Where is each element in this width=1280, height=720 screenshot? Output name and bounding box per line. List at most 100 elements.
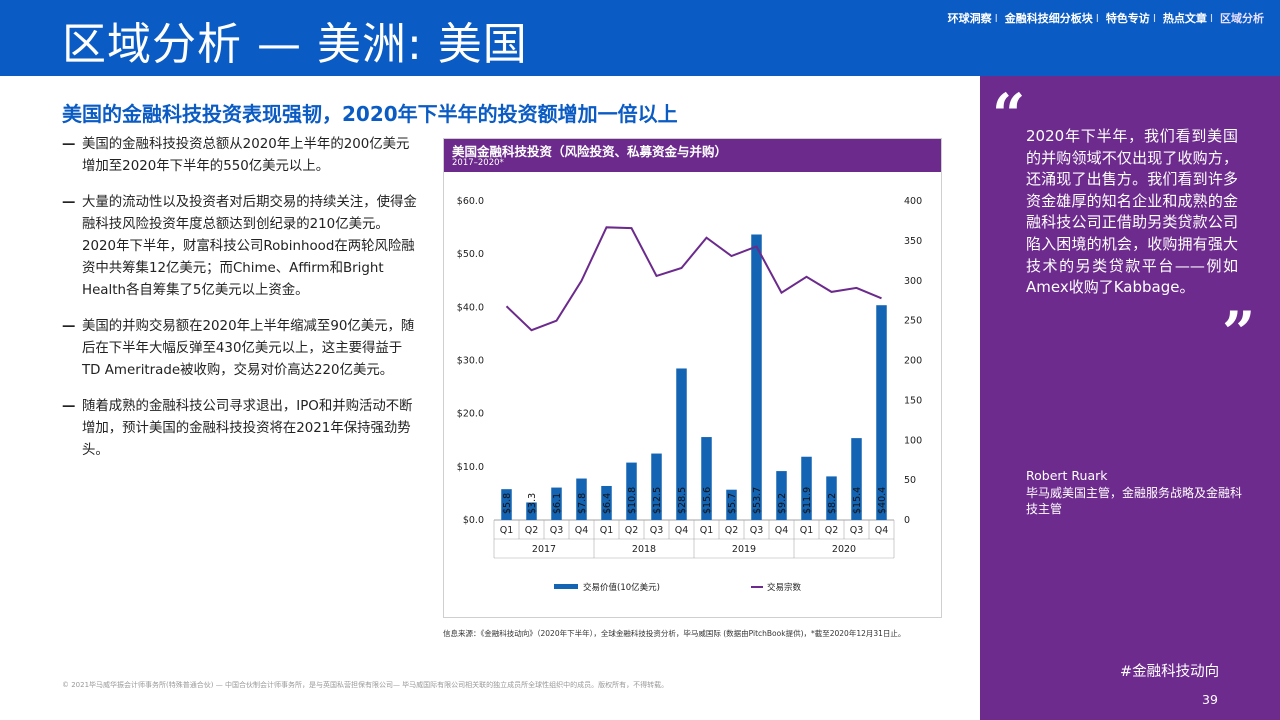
y-right-tick-label: 150 <box>904 395 922 406</box>
bullet-item: — 美国的并购交易额在2020年上半年缩减至90亿美元，随后在下半年大幅反弹至43… <box>62 316 420 382</box>
x-tick-label: Q3 <box>550 525 564 536</box>
bar-data-label: $9.2 <box>777 493 788 514</box>
bar <box>601 485 612 520</box>
y-left-tick-label: $20.0 <box>457 409 484 420</box>
quote-author-role: 毕马威美国主管，金融服务战略及金融科技主管 <box>1026 486 1243 516</box>
bullet-text: 随着成熟的金融科技公司寻求退出，IPO和并购活动不断增加，预计美国的金融科技投资… <box>82 399 413 458</box>
y-right-tick-label: 250 <box>904 316 922 327</box>
nav-item-regional-analysis[interactable]: 区域分析 <box>1220 12 1264 25</box>
bar-data-label: $11.9 <box>802 487 813 514</box>
y-left-tick-label: $0.0 <box>463 515 484 526</box>
x-tick-label: Q3 <box>750 525 764 536</box>
bar-data-label: $15.6 <box>702 487 713 514</box>
header-bar: 区域分析 — 美洲: 美国 环球洞察 I 金融科技细分板块 I 特色专访 I 热点文章… <box>0 0 1280 76</box>
top-nav: 环球洞察 I 金融科技细分板块 I 特色专访 I 热点文章 I 区域分析 <box>947 12 1264 25</box>
bar <box>501 489 512 520</box>
bullet-item: — 随着成熟的金融科技公司寻求退出，IPO和并购活动不断增加，预计美国的金融科技投… <box>62 396 420 462</box>
bar <box>726 489 737 520</box>
nav-item-hot-articles[interactable]: 热点文章 <box>1162 12 1207 25</box>
chart-header: 美国金融科技投资（风险投资、私募资金与并购） 2017–2020* <box>444 139 941 172</box>
bar-data-label: $7.8 <box>577 493 588 514</box>
bar <box>876 305 887 520</box>
quote-text: 2020年下半年，我们看到美国的并购领域不仅出现了收购方，还涌现了出售方。我们看… <box>1026 127 1238 297</box>
chart-title: 美国金融科技投资（风险投资、私募资金与并购） <box>452 144 728 159</box>
bar <box>776 471 787 520</box>
x-tick-label: Q4 <box>575 525 589 536</box>
nav-item-interviews[interactable]: 特色专访 <box>1105 12 1150 25</box>
y-right-tick-label: 100 <box>904 435 922 446</box>
source-note: 信息来源：《金融科技动向》（2020年下半年），全球金融科技投资分析，毕马威国际… <box>443 629 906 638</box>
bar-data-label: $6.4 <box>602 493 613 514</box>
bar-data-label: $15.4 <box>852 487 863 514</box>
x-tick-label: Q1 <box>500 525 514 536</box>
x-tick-label: Q3 <box>650 525 664 536</box>
bar <box>826 476 837 520</box>
y-left-tick-label: $10.0 <box>457 462 484 473</box>
bar <box>551 487 562 520</box>
y-right-tick-label: 0 <box>904 515 910 526</box>
y-left-tick-label: $40.0 <box>457 302 484 313</box>
bar-data-label: $5.8 <box>502 493 513 514</box>
y-left-tick-label: $50.0 <box>457 249 484 260</box>
bar-data-label: $3.3 <box>527 493 538 514</box>
bar <box>526 502 537 520</box>
bar-data-label: $8.2 <box>827 493 838 514</box>
x-tick-label: Q1 <box>800 525 814 536</box>
x-year-label: 2019 <box>732 544 756 555</box>
bar-data-label: $5.7 <box>727 493 738 514</box>
bar-data-label: $6.1 <box>552 493 563 514</box>
x-tick-label: Q1 <box>700 525 714 536</box>
nav-item-fintech-segments[interactable]: 金融科技细分板块 <box>1004 12 1093 25</box>
open-quote-icon: “ <box>992 81 1026 149</box>
legend-bar-swatch <box>554 584 578 589</box>
y-right-tick-label: 200 <box>904 356 922 367</box>
x-year-label: 2020 <box>832 544 856 555</box>
bar-data-label: $12.5 <box>652 487 663 514</box>
page-number: 39 <box>1202 692 1218 707</box>
quote-author: Robert Ruark <box>1026 468 1108 483</box>
page-title: 区域分析 — 美洲: 美国 <box>62 19 528 70</box>
legend-bar-label: 交易价值(10亿美元) <box>583 582 660 593</box>
investment-chart: $0.0 $10.0 $20.0 $30.0 $40.0 $50.0 $60.0 0 50 100… <box>457 196 922 593</box>
close-quote-icon: ” <box>1222 299 1256 367</box>
x-tick-label: Q4 <box>875 525 889 536</box>
hashtag[interactable]: #金融科技动向 <box>1120 664 1220 680</box>
x-tick-label: Q2 <box>625 525 639 536</box>
bar <box>751 234 762 520</box>
x-tick-label: Q3 <box>850 525 864 536</box>
bar-data-label: $10.8 <box>627 487 638 514</box>
x-tick-label: Q1 <box>600 525 614 536</box>
bar <box>676 368 687 520</box>
bar <box>576 478 587 520</box>
bullet-list: — 美国的金融科技投资总额从2020年上半年的200亿美元增加至2020年下半年的… <box>62 134 420 476</box>
bullet-text: 美国的并购交易额在2020年上半年缩减至90亿美元，随后在下半年大幅反弹至430… <box>82 319 415 378</box>
bar <box>801 456 812 520</box>
x-tick-label: Q4 <box>675 525 689 536</box>
y-right-tick-label: 400 <box>904 196 922 207</box>
bar-data-label: $40.4 <box>877 487 888 514</box>
copyright-footer: © 2021毕马威华振会计师事务所(特殊普通合伙) — 中国合伙制会计师事务所，… <box>62 681 669 689</box>
y-right-tick-label: 50 <box>904 475 916 486</box>
x-tick-label: Q2 <box>825 525 839 536</box>
bullet-item: — 美国的金融科技投资总额从2020年上半年的200亿美元增加至2020年下半年的… <box>62 134 420 178</box>
y-left-tick-label: $60.0 <box>457 196 484 207</box>
bar-data-label: $53.7 <box>752 487 763 514</box>
quote-panel: “ 2020年下半年，我们看到美国的并购领域不仅出现了收购方，还涌现了出售方。我… <box>980 76 1280 720</box>
bullet-text: 大量的流动性以及投资者对后期交易的持续关注，使得金融科技风险投资年度总额达到创纪… <box>82 195 417 298</box>
bullet-item: — 大量的流动性以及投资者对后期交易的持续关注，使得金融科技风险投资年度总额达到创… <box>62 192 420 302</box>
legend-line-label: 交易宗数 <box>767 582 802 593</box>
x-year-label: 2018 <box>632 544 656 555</box>
y-right-tick-label: 300 <box>904 276 922 287</box>
chart-container: 美国金融科技投资（风险投资、私募资金与并购） 2017–2020* $0.0 $1… <box>443 138 942 618</box>
bullet-text: 美国的金融科技投资总额从2020年上半年的200亿美元增加至2020年下半年的5… <box>82 137 410 174</box>
x-tick-label: Q4 <box>775 525 789 536</box>
section-subtitle: 美国的金融科技投资表现强韧，2020年下半年的投资额增加一倍以上 <box>62 102 678 126</box>
y-right-tick-label: 350 <box>904 236 922 247</box>
nav-item-global-insight[interactable]: 环球洞察 <box>947 12 992 25</box>
line-series-deal-count <box>505 226 882 332</box>
x-tick-label: Q2 <box>525 525 539 536</box>
bar <box>651 453 662 520</box>
bar <box>701 437 712 520</box>
y-left-tick-label: $30.0 <box>457 356 484 367</box>
x-year-label: 2017 <box>532 544 556 555</box>
